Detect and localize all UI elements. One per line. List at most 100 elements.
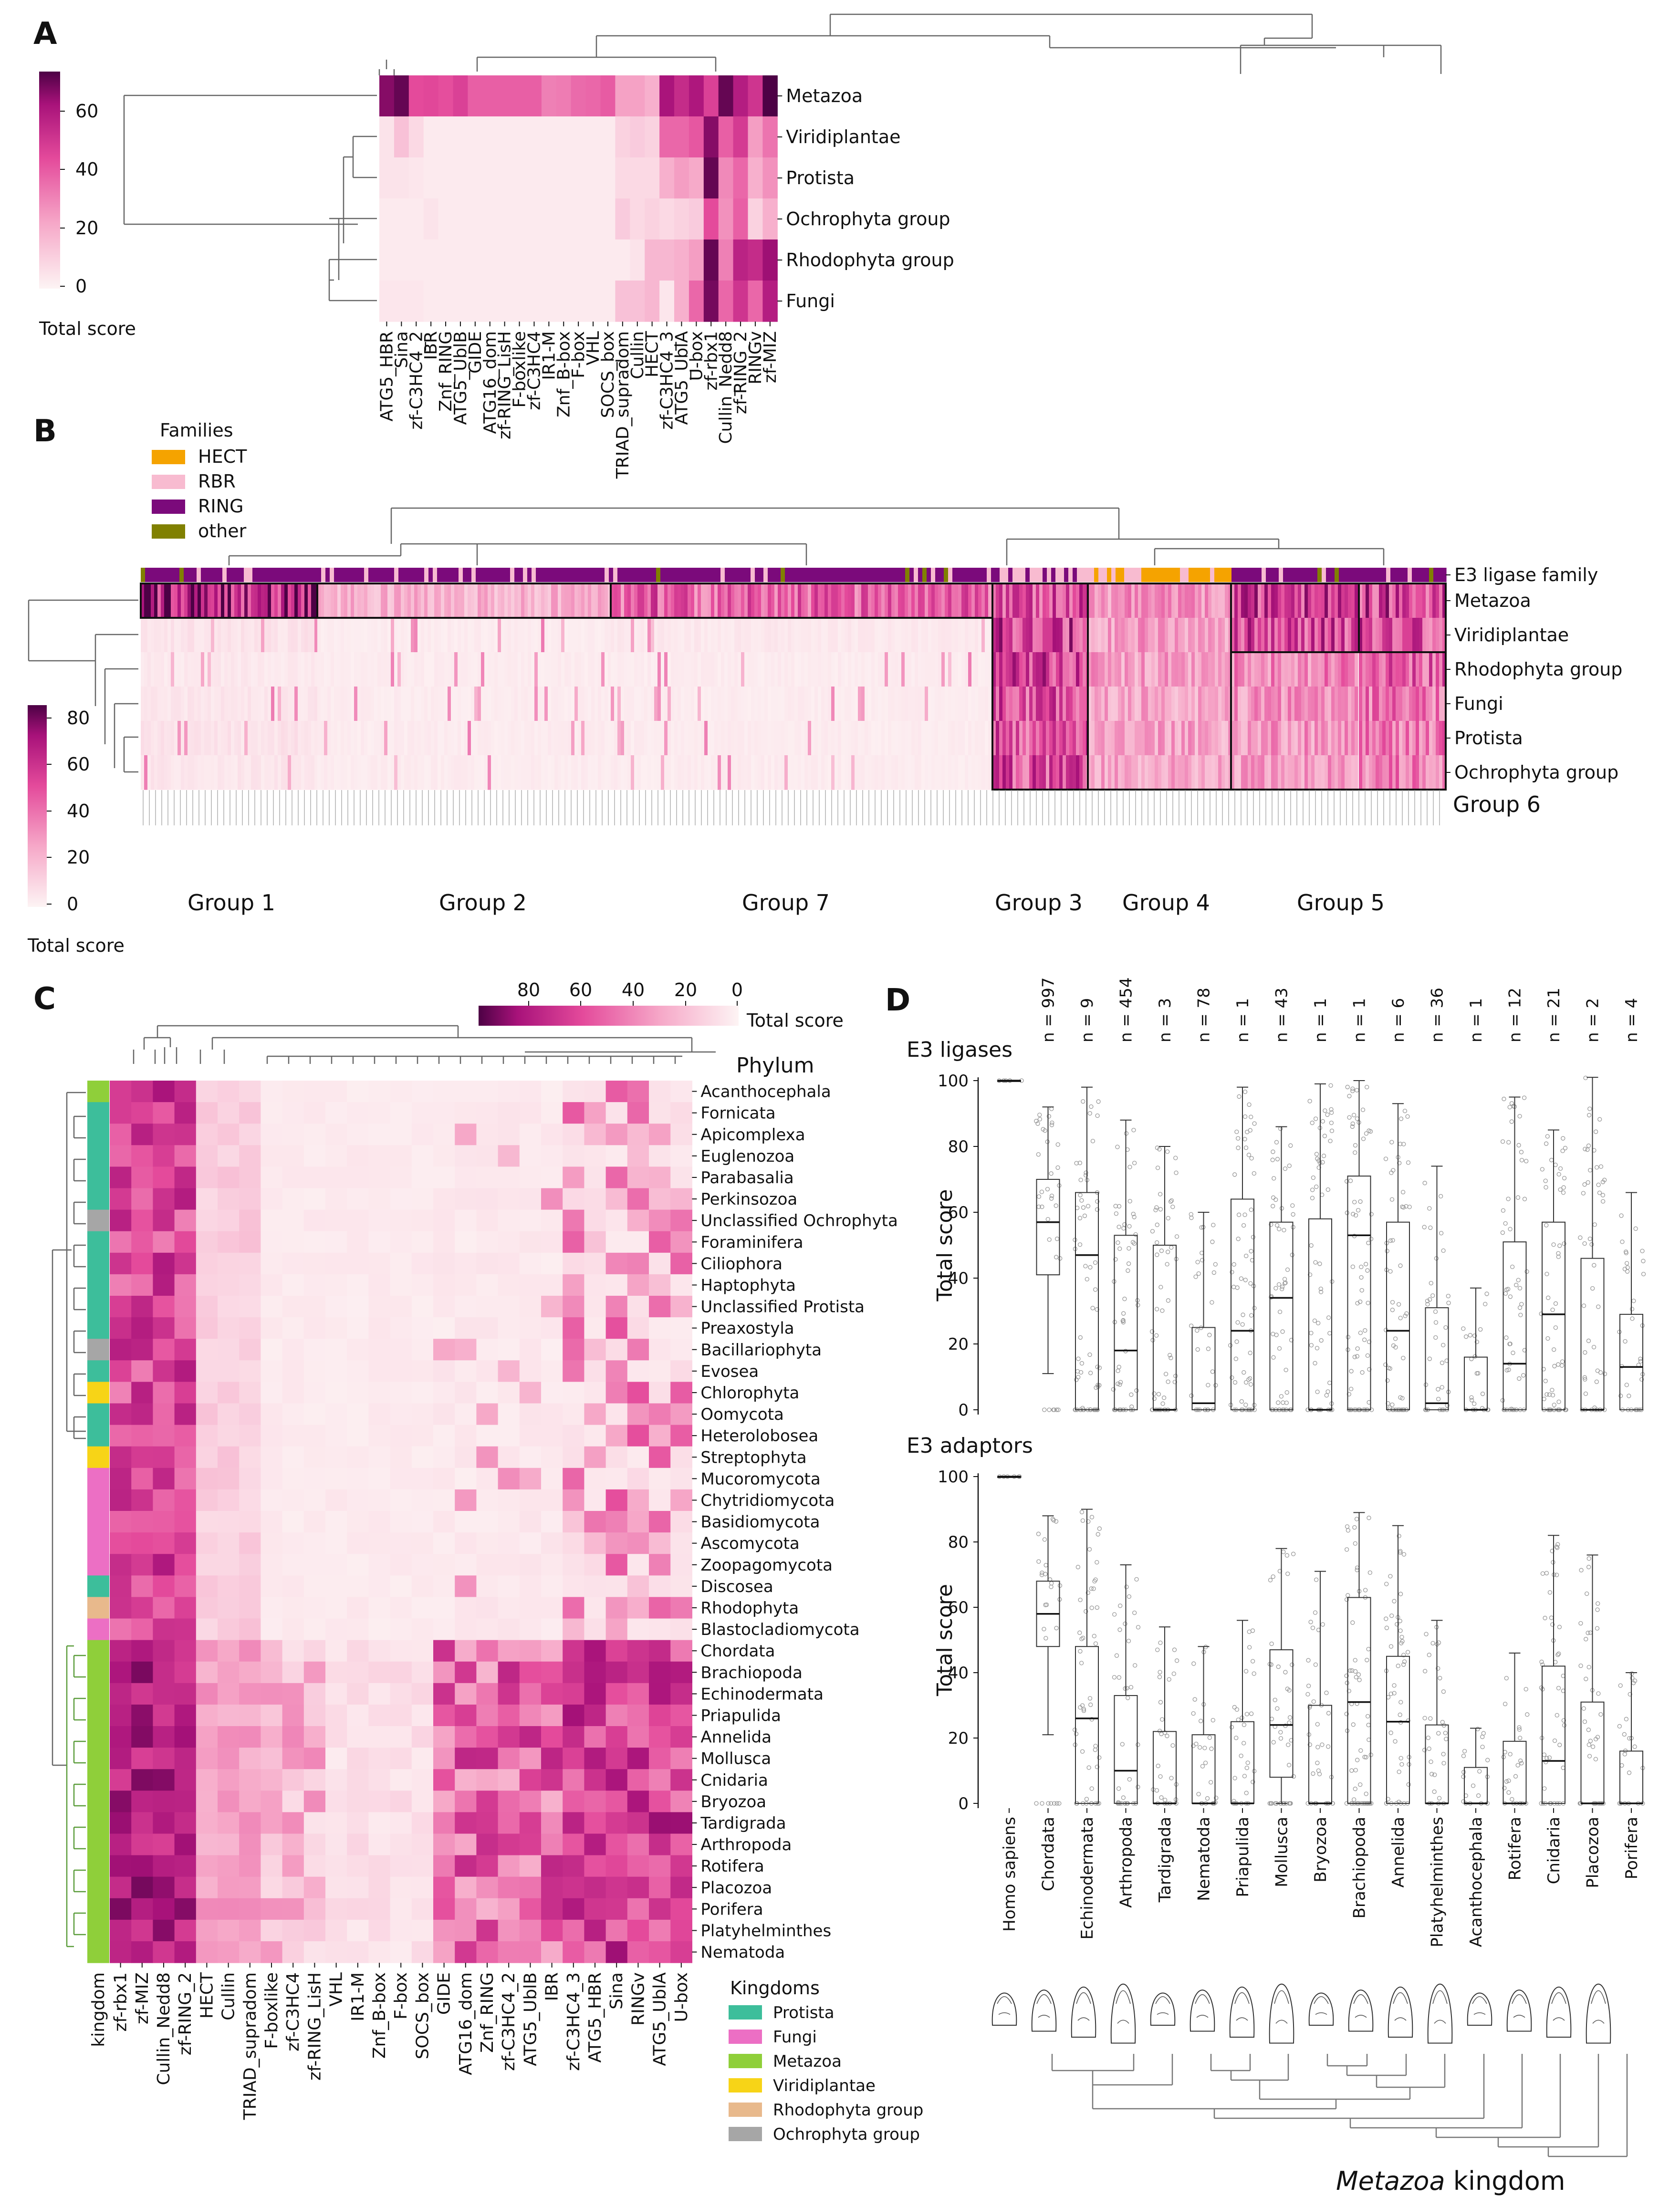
heatmap-b-cell xyxy=(211,583,215,618)
heatmap-b-cell xyxy=(1175,755,1179,790)
heatmap-b-cell xyxy=(1308,652,1312,687)
heatmap-c-cell xyxy=(519,1575,542,1597)
heatmap-c-cell xyxy=(131,1360,153,1382)
heatmap-c-cell xyxy=(347,1511,369,1533)
heatmap-b-cell xyxy=(551,618,555,653)
family-bar-cell xyxy=(1270,568,1275,582)
heatmap-b-cell xyxy=(461,687,465,721)
heatmap-b-cell xyxy=(754,618,758,653)
heatmap-b-cell xyxy=(281,583,285,618)
heatmap-a-cell xyxy=(585,198,601,240)
boxplot-point xyxy=(1249,1249,1253,1254)
colorbar-c-tick-label: 20 xyxy=(674,979,697,1000)
heatmap-b-cell xyxy=(678,652,681,687)
heatmap-c-cell xyxy=(476,1209,499,1232)
heatmap-b-cell xyxy=(634,652,638,687)
heatmap-a-cell xyxy=(556,281,572,322)
heatmap-b-cell xyxy=(728,652,731,687)
heatmap-b-cell xyxy=(1351,687,1355,721)
heatmap-b-cell xyxy=(387,721,391,756)
heatmap-c-cell xyxy=(325,1403,347,1426)
heatmap-c-cell xyxy=(390,1726,412,1748)
heatmap-c-cell xyxy=(347,1339,369,1361)
family-bar-cell xyxy=(532,568,536,582)
heatmap-a-col-label: TRIAD_supradom xyxy=(613,331,633,479)
heatmap-b-cell xyxy=(1155,618,1158,653)
heatmap-b-cell xyxy=(417,721,421,756)
heatmap-b-cell xyxy=(627,583,631,618)
heatmap-c-cell xyxy=(605,1209,628,1232)
heatmap-b-cell xyxy=(224,755,228,790)
boxplot-point xyxy=(1166,1379,1170,1384)
heatmap-b-cell xyxy=(831,652,835,687)
kingdoms-legend-label: Metazoa xyxy=(773,2052,842,2071)
heatmap-c-cell xyxy=(541,1274,563,1296)
heatmap-c-cell xyxy=(605,1446,628,1468)
heatmap-b-cell xyxy=(1208,652,1212,687)
heatmap-c-cell xyxy=(368,1188,391,1210)
heatmap-c-cell xyxy=(605,1898,628,1920)
heatmap-b-cell xyxy=(1079,755,1083,790)
boxplot-point xyxy=(1087,1352,1092,1357)
heatmap-c-cell xyxy=(110,1209,132,1232)
heatmap-b-cell xyxy=(1111,721,1115,756)
heatmap-b-cell xyxy=(1002,721,1006,756)
family-bar-cell xyxy=(162,568,167,582)
heatmap-b-cell xyxy=(188,755,191,790)
heatmap-c-cell xyxy=(261,1252,283,1275)
heatmap-b-cell xyxy=(1009,583,1013,618)
heatmap-c-cell xyxy=(390,1425,412,1447)
heatmap-b-cell xyxy=(1049,583,1053,618)
heatmap-b-cell xyxy=(848,618,852,653)
heatmap-b-cell xyxy=(694,618,698,653)
heatmap-a-row-label: Fungi xyxy=(786,291,835,312)
family-bar-cell xyxy=(248,568,253,582)
heatmap-a-cell xyxy=(689,157,704,199)
heatmap-b-cell xyxy=(714,652,718,687)
heatmap-b-cell xyxy=(1171,721,1175,756)
heatmap-b-cell xyxy=(214,721,218,756)
heatmap-c-cell xyxy=(433,1661,455,1684)
heatmap-a-cell xyxy=(438,198,454,240)
heatmap-b-cell xyxy=(1402,618,1406,653)
heatmap-a-row-label: Viridiplantae xyxy=(786,126,900,147)
heatmap-c-cell xyxy=(498,1231,520,1253)
family-bar-cell xyxy=(1098,568,1103,582)
heatmap-b-cell xyxy=(888,583,892,618)
heatmap-b-cell xyxy=(404,721,408,756)
heatmap-c-cell xyxy=(153,1661,175,1684)
heatmap-a-cell xyxy=(468,281,483,322)
heatmap-b-cell xyxy=(978,721,982,756)
heatmap-b-cell xyxy=(748,755,751,790)
heatmap-b-cell xyxy=(1291,755,1295,790)
heatmap-c-cell xyxy=(455,1661,477,1684)
heatmap-b-cell xyxy=(595,721,598,756)
family-bar-cell xyxy=(660,568,665,582)
family-bar-cell xyxy=(1163,568,1168,582)
heatmap-c-cell xyxy=(563,1618,584,1641)
heatmap-b-cell xyxy=(748,687,751,721)
heatmap-b-cell xyxy=(1379,755,1383,790)
heatmap-c-cell xyxy=(174,1081,197,1103)
heatmap-c-cell xyxy=(563,1081,584,1103)
heatmap-c-cell xyxy=(110,1124,132,1145)
heatmap-b-cell xyxy=(574,618,578,653)
family-bar-cell xyxy=(884,568,888,582)
heatmap-b-cell xyxy=(177,618,181,653)
boxplot-point xyxy=(1307,1272,1313,1277)
heatmap-b-cell xyxy=(558,583,562,618)
heatmap-b-cell xyxy=(404,687,408,721)
heatmap-b-cell xyxy=(1115,755,1118,790)
heatmap-b-cell xyxy=(201,687,205,721)
heatmap-b-cell xyxy=(1338,652,1342,687)
heatmap-b-cell xyxy=(881,652,885,687)
heatmap-b-group-labels: Group 1 Group 2 Group 7 Group 3 Group 4 Group… xyxy=(188,791,1541,916)
heatmap-b-cell xyxy=(334,652,338,687)
heatmap-b-cell xyxy=(1079,652,1083,687)
heatmap-b-cell xyxy=(931,721,935,756)
heatmap-c-cell xyxy=(218,1726,240,1748)
dendrogram-b-branch xyxy=(94,634,138,773)
heatmap-b-cell xyxy=(514,755,518,790)
heatmap-c-cell xyxy=(261,1489,283,1511)
heatmap-b-cell xyxy=(271,583,275,618)
